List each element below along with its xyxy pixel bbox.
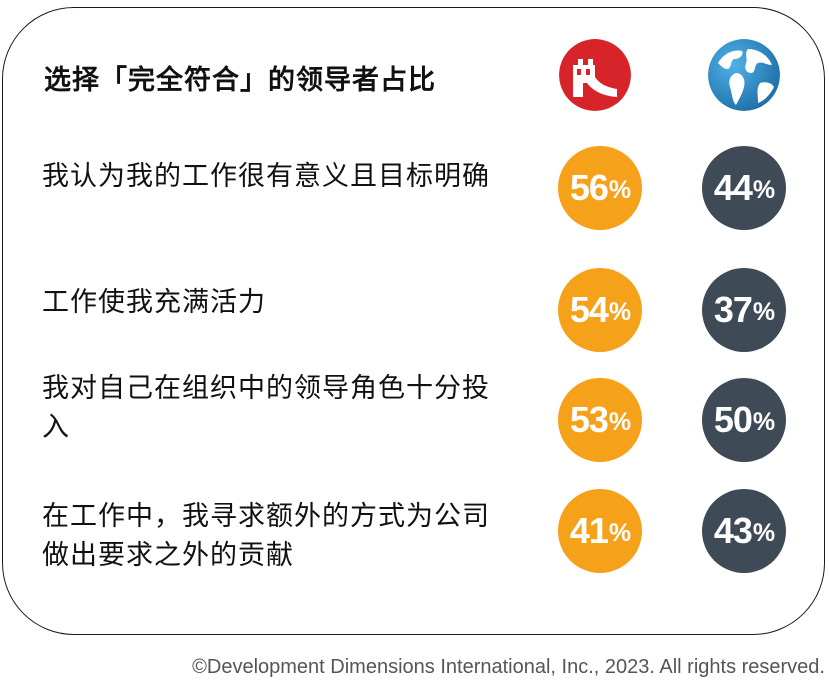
chart-title: 选择「完全符合」的领导者占比 <box>44 65 436 96</box>
percent-sign: % <box>608 407 631 436</box>
percent-sign: % <box>752 175 775 204</box>
chart-panel <box>2 7 825 635</box>
data-label: 44 <box>713 167 753 208</box>
row-label: 我对自己在组织中的领导角色十分投入 <box>42 373 490 443</box>
data-label: 56 <box>569 167 609 208</box>
global-value-bubble: 44% <box>702 146 786 230</box>
percent-sign: % <box>608 518 631 547</box>
data-label: 37 <box>713 289 753 330</box>
great-wall-icon <box>559 39 631 111</box>
row-label: 我认为我的工作很有意义且目标明确 <box>42 161 490 192</box>
percent-sign: % <box>752 407 775 436</box>
global-value-bubble: 37% <box>702 268 786 352</box>
row-label: 工作使我充满活力 <box>42 287 266 318</box>
percent-sign: % <box>608 175 631 204</box>
data-label: 41 <box>569 510 609 551</box>
globe-icon <box>708 39 780 111</box>
percent-sign: % <box>752 297 775 326</box>
china-value-bubble: 53% <box>558 378 642 462</box>
global-value-bubble: 43% <box>702 489 786 573</box>
percent-sign: % <box>752 518 775 547</box>
data-label: 53 <box>569 399 609 440</box>
percent-sign: % <box>608 297 631 326</box>
data-label: 54 <box>569 289 609 330</box>
data-label: 43 <box>713 510 753 551</box>
china-value-bubble: 54% <box>558 268 642 352</box>
global-value-bubble: 50% <box>702 378 786 462</box>
data-label: 50 <box>713 399 753 440</box>
row-label: 在工作中，我寻求额外的方式为公司做出要求之外的贡献 <box>42 501 490 571</box>
copyright-footer: ©Development Dimensions International, I… <box>192 656 825 678</box>
china-value-bubble: 56% <box>558 146 642 230</box>
china-value-bubble: 41% <box>558 489 642 573</box>
